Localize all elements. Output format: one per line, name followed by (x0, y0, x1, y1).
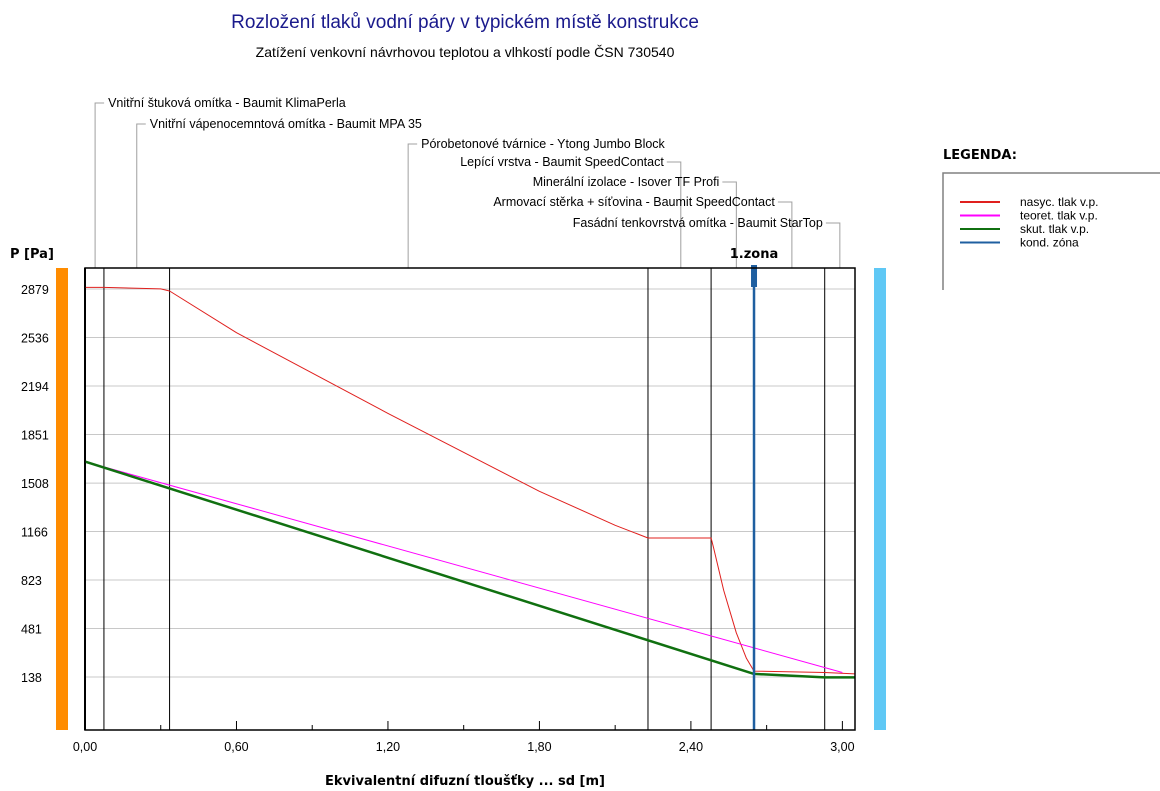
legend-frame (942, 172, 1160, 290)
series-line-2 (84, 460, 855, 679)
legend-label: kond. zóna (1020, 236, 1079, 250)
plot-frame (84, 267, 856, 731)
layer-label-5: Armovací stěrka + síťovina - Baumit Spee… (493, 195, 775, 209)
layer-leader-4 (722, 181, 737, 268)
y-tick-label: 2536 (21, 332, 49, 346)
condensation-zone-marker (751, 265, 758, 287)
x-tick-label: 1,80 (527, 740, 551, 754)
condensation-zone: 1.zona (730, 247, 779, 730)
y-tick-label: 1166 (21, 525, 48, 539)
series-lines (84, 286, 856, 679)
legend-label: teoret. tlak v.p. (1020, 209, 1098, 223)
y-tick-label: 1508 (21, 477, 49, 491)
y-tick-label: 2879 (21, 283, 49, 297)
x-tick-label: 0,00 (73, 740, 97, 754)
zone-label: 1.zona (730, 247, 779, 262)
layer-label-4: Minerální izolace - Isover TF Profi (533, 175, 720, 189)
layer-label-3: Lepící vrstva - Baumit SpeedContact (460, 155, 664, 169)
y-axis-ticks: 2879 2536 2194 1851 1508 1166 823 481 138 (21, 283, 49, 685)
layer-labels: Vnitřní štuková omítka - Baumit KlimaPer… (94, 96, 841, 268)
y-tick-label: 2194 (21, 380, 49, 394)
x-axis-ticks: 0,00 0,60 1,20 1,80 2,40 3,00 (73, 721, 855, 754)
x-tick-label: 3,00 (830, 740, 854, 754)
series-line-0 (85, 286, 856, 675)
layer-leader-2 (407, 143, 418, 268)
layer-leader-6 (825, 222, 841, 268)
interior-side-bar (56, 268, 68, 730)
legend-title: LEGENDA: (943, 148, 1017, 163)
legend-items: nasyc. tlak v.p.teoret. tlak v.p.skut. t… (960, 195, 1098, 250)
y-tick-label: 823 (21, 574, 42, 588)
layer-leader-1 (136, 123, 146, 268)
x-tick-label: 2,40 (679, 740, 703, 754)
y-tick-label: 138 (21, 671, 42, 685)
layer-leader-0 (94, 102, 105, 268)
series-line-1 (84, 461, 843, 673)
layer-leader-3 (666, 161, 682, 268)
layer-label-0: Vnitřní štuková omítka - Baumit KlimaPer… (108, 96, 346, 110)
layer-label-2: Pórobetonové tvárnice - Ytong Jumbo Bloc… (421, 137, 665, 151)
legend: LEGENDA: nasyc. tlak v.p.teoret. tlak v.… (942, 148, 1160, 290)
x-tick-label: 0,60 (224, 740, 248, 754)
x-tick-label: 1,20 (376, 740, 400, 754)
legend-label: nasyc. tlak v.p. (1020, 195, 1098, 209)
y-tick-label: 1851 (21, 429, 49, 443)
layer-leader-5 (777, 201, 793, 268)
chart-subtitle: Zatížení venkovní návrhovou teplotou a v… (256, 44, 675, 60)
chart-title: Rozložení tlaků vodní páry v typickém mí… (231, 12, 699, 33)
y-tick-label: 481 (21, 622, 42, 636)
x-axis-label: Ekvivalentní difuzní tloušťky ... sd [m] (325, 774, 605, 789)
legend-label: skut. tlak v.p. (1020, 222, 1089, 236)
grid-lines (85, 288, 855, 678)
layer-label-1: Vnitřní vápenocemntová omítka - Baumit M… (150, 117, 422, 131)
exterior-side-bar (874, 268, 886, 730)
layer-label-6: Fasádní tenkovrstvá omítka - Baumit Star… (573, 216, 823, 230)
y-axis-label: P [Pa] (10, 247, 54, 262)
